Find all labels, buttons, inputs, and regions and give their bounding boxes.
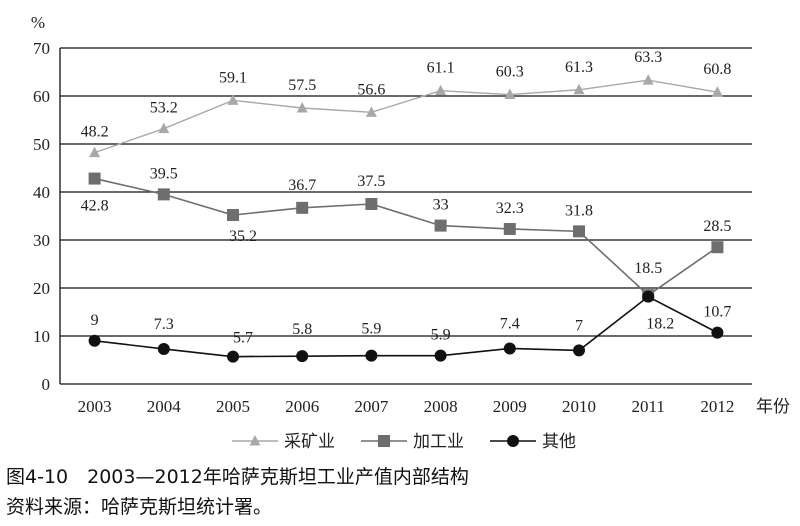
data-label: 59.1: [219, 69, 247, 86]
x-tick-label: 2006: [285, 397, 319, 416]
y-tick-label: 10: [33, 327, 50, 346]
y-tick-label: 50: [33, 135, 50, 154]
data-point: [88, 172, 101, 185]
data-point: [434, 219, 447, 232]
data-point: [296, 102, 308, 113]
y-tick-label: 0: [42, 375, 51, 394]
data-label: 60.8: [703, 61, 731, 78]
data-label: 28.5: [703, 218, 731, 235]
data-label: 35.2: [229, 228, 257, 245]
data-label: 5.9: [431, 327, 451, 344]
data-point: [227, 350, 239, 363]
x-tick-label: 2012: [700, 397, 734, 416]
data-point: [365, 198, 378, 210]
x-tick-label: 2010: [562, 397, 596, 416]
x-tick-label: 2005: [216, 397, 250, 416]
data-point: [504, 88, 516, 100]
data-label: 9: [91, 312, 99, 329]
x-tick-label: 2003: [78, 397, 112, 416]
series-line: [94, 79, 718, 154]
y-unit-label: %: [31, 13, 45, 32]
data-point: [573, 83, 585, 95]
data-label: 7.4: [500, 315, 520, 332]
data-label: 5.7: [233, 330, 253, 347]
data-label: 32.3: [496, 200, 524, 217]
source-note: 资料来源：哈萨克斯坦统计署。: [6, 496, 273, 518]
y-tick-label: 60: [33, 87, 50, 106]
data-point: [503, 222, 516, 235]
figure-caption: 图4-10 2003—2012年哈萨克斯坦工业产值内部结构: [6, 466, 469, 488]
legend-label: 加工业: [413, 432, 464, 451]
legend-label: 采矿业: [284, 432, 335, 451]
data-label: 61.3: [565, 59, 593, 76]
data-label: 31.8: [565, 202, 593, 219]
data-point: [435, 84, 447, 96]
chart: 0 10 20 30 40 50 60 70% 2003 2004 2005 2006 2007 2008…: [31, 13, 790, 451]
y-tick-label: 40: [33, 183, 50, 202]
x-tick-label: 2007: [354, 397, 389, 416]
data-label: 7.3: [154, 316, 174, 333]
data-point: [296, 350, 309, 363]
legend-marker: [507, 435, 519, 447]
data-label: 18.2: [646, 316, 674, 333]
data-label: 63.3: [634, 49, 662, 66]
y-tick-label: 70: [33, 39, 50, 58]
data-label: 61.1: [427, 60, 455, 77]
data-label: 5.8: [292, 321, 312, 338]
data-label: 56.6: [357, 81, 385, 98]
data-point: [642, 74, 654, 85]
data-point: [157, 342, 170, 355]
data-label: 48.2: [81, 124, 109, 141]
data-point: [89, 146, 101, 158]
data-label: 60.3: [496, 64, 524, 81]
series-line: [94, 295, 718, 358]
data-point: [365, 349, 378, 362]
data-point: [434, 349, 447, 362]
data-point: [573, 225, 585, 238]
data-label: 53.2: [150, 100, 178, 117]
data-label: 36.7: [288, 177, 316, 194]
data-label: 5.9: [361, 321, 381, 338]
x-tick-label: 2011: [632, 397, 665, 416]
data-label: 33: [433, 197, 449, 214]
data-label: 39.5: [150, 165, 178, 182]
y-tick-label: 30: [33, 231, 50, 250]
data-point: [88, 334, 101, 347]
x-tick-label: 2009: [493, 397, 527, 416]
data-point: [711, 326, 724, 339]
data-point: [573, 344, 585, 357]
data-point: [157, 188, 170, 201]
series-line: [94, 177, 718, 297]
data-point: [365, 106, 377, 117]
data-label: 42.8: [81, 198, 109, 215]
data-label: 57.5: [288, 77, 316, 94]
data-point: [503, 342, 516, 355]
x-tick-label: 2004: [147, 397, 182, 416]
legend-marker: [249, 435, 261, 446]
data-point: [158, 122, 170, 134]
legend-label: 其他: [542, 432, 576, 451]
data-label: 7: [575, 317, 583, 334]
data-point: [642, 290, 655, 303]
data-label: 37.5: [357, 173, 385, 190]
data-point: [227, 94, 239, 105]
data-label: 18.5: [634, 260, 662, 277]
data-point: [227, 209, 239, 222]
y-tick-label: 20: [33, 279, 50, 298]
data-point: [296, 201, 309, 214]
data-point: [711, 241, 724, 254]
x-tick-label: 2008: [424, 397, 458, 416]
data-point: [711, 86, 723, 97]
legend-marker: [378, 435, 390, 447]
data-label: 10.7: [703, 304, 731, 321]
x-unit-label: 年份: [756, 397, 790, 416]
